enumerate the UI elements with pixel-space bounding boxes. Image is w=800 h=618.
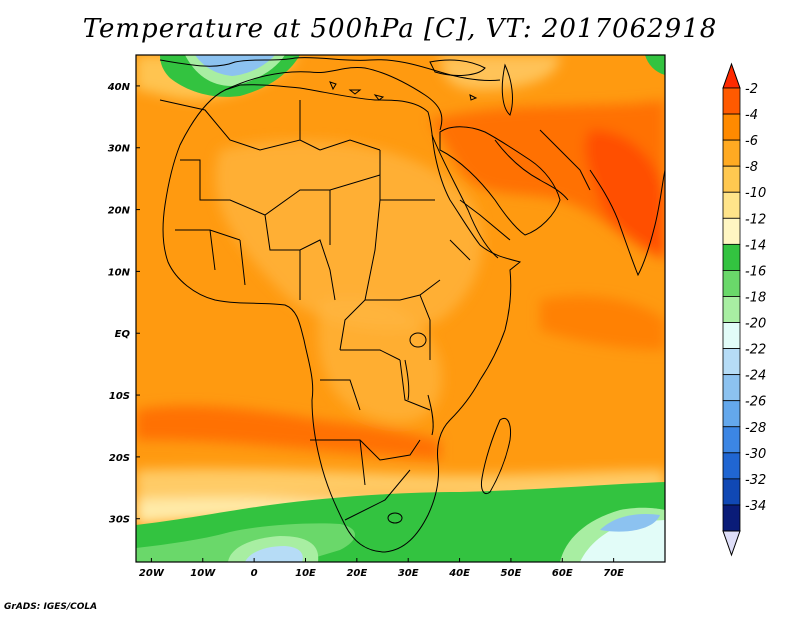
colorbar-swatch: [722, 270, 741, 297]
colorbar-swatch: [722, 478, 741, 506]
red-sea-coastline: [431, 134, 499, 259]
colorbar-swatch: [722, 504, 741, 532]
country-borders: [159, 99, 591, 521]
x-axis: 20W 10W 0 10E 20E 30E 40E 50E 60E 70E: [139, 558, 624, 579]
field-warm-band: [136, 405, 440, 460]
colorbar-label: -2: [745, 82, 758, 97]
colorbar-swatch: [722, 139, 741, 167]
colorbar-swatch: [722, 243, 741, 271]
field-warm-ocean: [540, 296, 665, 350]
x-tick-label: 30E: [398, 568, 419, 579]
x-tick-label: 20E: [346, 568, 367, 579]
colorbar-label: -20: [745, 317, 766, 332]
europe-coastline: [159, 57, 501, 81]
field-cyan-se: [580, 520, 665, 562]
x-tick-label: 10W: [190, 568, 216, 579]
x-tick-label: 50E: [501, 568, 522, 579]
colorbar-label: -8: [745, 160, 758, 175]
colorbar-swatch: [722, 87, 741, 115]
chart-title: Temperature at 500hPa [C], VT: 201706291…: [82, 14, 718, 44]
mediterranean-coastline: [224, 66, 443, 131]
y-tick-label: 10S: [109, 391, 130, 402]
colorbar-swatch: [722, 165, 741, 193]
colorbar-swatch: [722, 374, 741, 402]
x-tick-label: 40E: [448, 568, 470, 579]
colorbar-swatch: [722, 322, 741, 349]
colorbar-swatch: [722, 217, 741, 245]
lake-victoria: [409, 332, 427, 348]
x-tick-label: 70E: [603, 568, 624, 579]
x-tick-label: 10E: [295, 568, 316, 579]
colorbar-label: -30: [745, 447, 766, 462]
lake-south-africa: [387, 512, 403, 524]
colorbar-label: -16: [745, 264, 766, 279]
colorbar-label: -4: [745, 108, 758, 123]
field-cool-east: [440, 55, 560, 90]
temperature-field: [136, 55, 665, 562]
x-tick-label: 0: [251, 568, 258, 579]
colorbar-bottom-cap: [722, 530, 741, 557]
colorbar-swatch: [722, 296, 741, 323]
y-tick-label: 40N: [107, 82, 131, 93]
colorbar-swatch: [722, 400, 741, 428]
colorbar-swatch: [722, 348, 741, 376]
field-lightblue-sw: [245, 546, 303, 562]
colorbar-label: -28: [745, 421, 766, 436]
y-tick-label: 10N: [108, 267, 131, 278]
colorbar-label: -32: [745, 473, 766, 488]
colorbar-label: -26: [745, 395, 766, 410]
colorbar-label: -22: [745, 343, 766, 358]
lake-malawi: [427, 394, 434, 436]
x-tick-label: 60E: [552, 568, 573, 579]
colorbar-swatch: [722, 452, 741, 480]
y-tick-label: EQ: [115, 329, 131, 340]
colorbar-label: -18: [745, 290, 766, 305]
field-green-ne: [645, 55, 665, 75]
field-blue-se: [600, 513, 660, 532]
madagascar-coastline: [481, 417, 511, 495]
y-tick-label: 20S: [109, 453, 130, 464]
y-tick-label: 30S: [109, 515, 130, 526]
colorbar: -2 -4 -6 -8 -10 -12 -14 -16 -18 -20 -22 -24 -26 -28 -3…: [722, 62, 766, 557]
coastlines-and-borders: [159, 57, 665, 553]
colorbar-label: -10: [745, 186, 766, 201]
y-tick-label: 20N: [108, 206, 131, 217]
caspian-sea-coastline: [501, 63, 513, 116]
y-tick-label: 30N: [108, 144, 131, 155]
persian-gulf-coastline: [494, 139, 569, 201]
black-sea-coastline: [429, 59, 486, 76]
colorbar-swatch: [722, 426, 741, 454]
colorbar-label: -24: [745, 369, 766, 384]
colorbar-swatch: [722, 191, 741, 219]
arabia-coastline: [439, 126, 561, 236]
field-hot-india: [585, 130, 665, 260]
colorbar-label: -14: [745, 238, 766, 253]
y-axis: 40N 30N 20N 10N EQ 10S 20S 30S: [107, 82, 140, 526]
x-tick-label: 20W: [139, 568, 165, 579]
africa-coastline: [162, 84, 522, 553]
field-warm-central: [318, 296, 442, 423]
mediterranean-islands: [329, 81, 478, 101]
plot-frame: [135, 54, 666, 563]
lake-tanganyika: [404, 359, 410, 401]
colorbar-label: -34: [745, 499, 766, 514]
colorbar-swatch: [722, 113, 741, 141]
field-warm-interior: [215, 140, 483, 331]
credit-text: GrADS: IGES/COLA: [4, 602, 98, 612]
colorbar-top-cap: [722, 62, 741, 89]
colorbar-label: -12: [745, 212, 766, 227]
india-coastline: [589, 169, 665, 277]
colorbar-label: -6: [745, 134, 758, 149]
